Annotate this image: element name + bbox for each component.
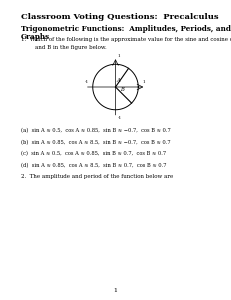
Text: A: A: [117, 78, 121, 83]
Text: and B in the figure below.: and B in the figure below.: [28, 45, 106, 50]
Text: Trigonometric Functions:  Amplitudes, Periods, and: Trigonometric Functions: Amplitudes, Per…: [21, 25, 231, 33]
Text: Graphs: Graphs: [21, 33, 50, 41]
Text: (a)  sin A ≈ 0.5,  cos A ≈ 0.85,  sin B ≈ −0.7,  cos B ≈ 0.7: (a) sin A ≈ 0.5, cos A ≈ 0.85, sin B ≈ −…: [21, 128, 170, 134]
Text: 1: 1: [118, 54, 121, 58]
Text: (b)  sin A ≈ 0.85,  cos A ≈ 8.5,  sin B ≈ −0.7,  cos B ≈ 0.7: (b) sin A ≈ 0.85, cos A ≈ 8.5, sin B ≈ −…: [21, 140, 170, 145]
Text: -1: -1: [118, 116, 122, 120]
Text: Classroom Voting Questions:  Precalculus: Classroom Voting Questions: Precalculus: [21, 13, 219, 21]
Text: B: B: [120, 87, 124, 92]
Text: 1: 1: [143, 80, 145, 84]
Text: 1.  Which of the following is the approximate value for the sine and cosine of a: 1. Which of the following is the approxi…: [21, 38, 231, 43]
Text: -1: -1: [85, 80, 89, 84]
Text: (c)  sin A ≈ 0.5,  cos A ≈ 0.85,  sin B ≈ 0.7,  cos B ≈ 0.7: (c) sin A ≈ 0.5, cos A ≈ 0.85, sin B ≈ 0…: [21, 151, 166, 156]
Text: 1: 1: [113, 288, 118, 293]
Text: (d)  sin A ≈ 0.85,  cos A ≈ 8.5,  sin B ≈ 0.7,  cos B ≈ 0.7: (d) sin A ≈ 0.85, cos A ≈ 8.5, sin B ≈ 0…: [21, 163, 166, 168]
Text: 2.  The amplitude and period of the function below are: 2. The amplitude and period of the funct…: [21, 174, 173, 179]
